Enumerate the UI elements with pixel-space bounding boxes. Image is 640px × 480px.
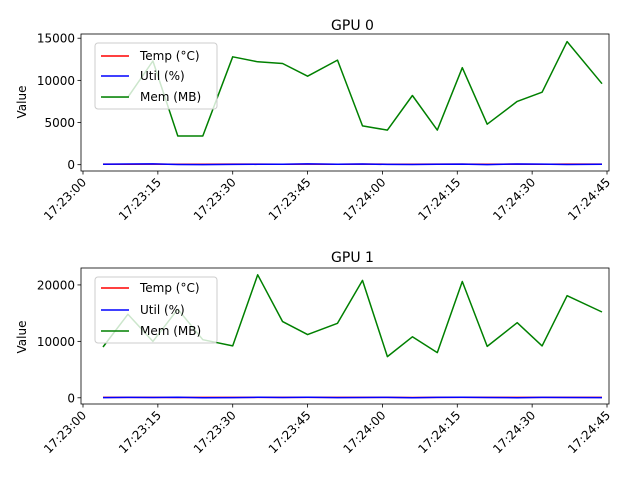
legend: Temp (°C) Util (%) Mem (MB) bbox=[94, 42, 218, 110]
y-tick-label: 15000 bbox=[37, 32, 75, 46]
y-axis-label: Value bbox=[15, 86, 29, 119]
legend-label-mem: Mem (MB) bbox=[140, 90, 201, 104]
series-line-util bbox=[102, 163, 603, 166]
series-line-mem bbox=[103, 40, 603, 137]
y-tick-label: 0 bbox=[67, 158, 75, 172]
y-axis-label: Value bbox=[15, 321, 29, 354]
legend-box bbox=[94, 276, 218, 344]
panel-title: GPU 0 bbox=[331, 18, 374, 34]
axes-frame bbox=[80, 33, 610, 172]
legend-label-temp: Temp (°C) bbox=[139, 49, 200, 63]
legend: Temp (°C) Util (%) Mem (MB) bbox=[94, 276, 218, 344]
legend-box bbox=[94, 42, 218, 110]
axes-frame bbox=[80, 267, 610, 405]
y-tick-label: 20000 bbox=[37, 278, 75, 292]
legend-label-mem: Mem (MB) bbox=[140, 324, 201, 338]
legend-label-util: Util (%) bbox=[140, 303, 185, 317]
y-tick-label: 5000 bbox=[44, 116, 75, 130]
y-tick-label: 10000 bbox=[37, 74, 75, 88]
y-tick-label: 10000 bbox=[37, 335, 75, 349]
panel-title: GPU 1 bbox=[331, 250, 374, 266]
y-tick-label: 0 bbox=[67, 391, 75, 405]
legend-label-temp: Temp (°C) bbox=[139, 281, 200, 295]
legend-label-util: Util (%) bbox=[140, 69, 185, 83]
